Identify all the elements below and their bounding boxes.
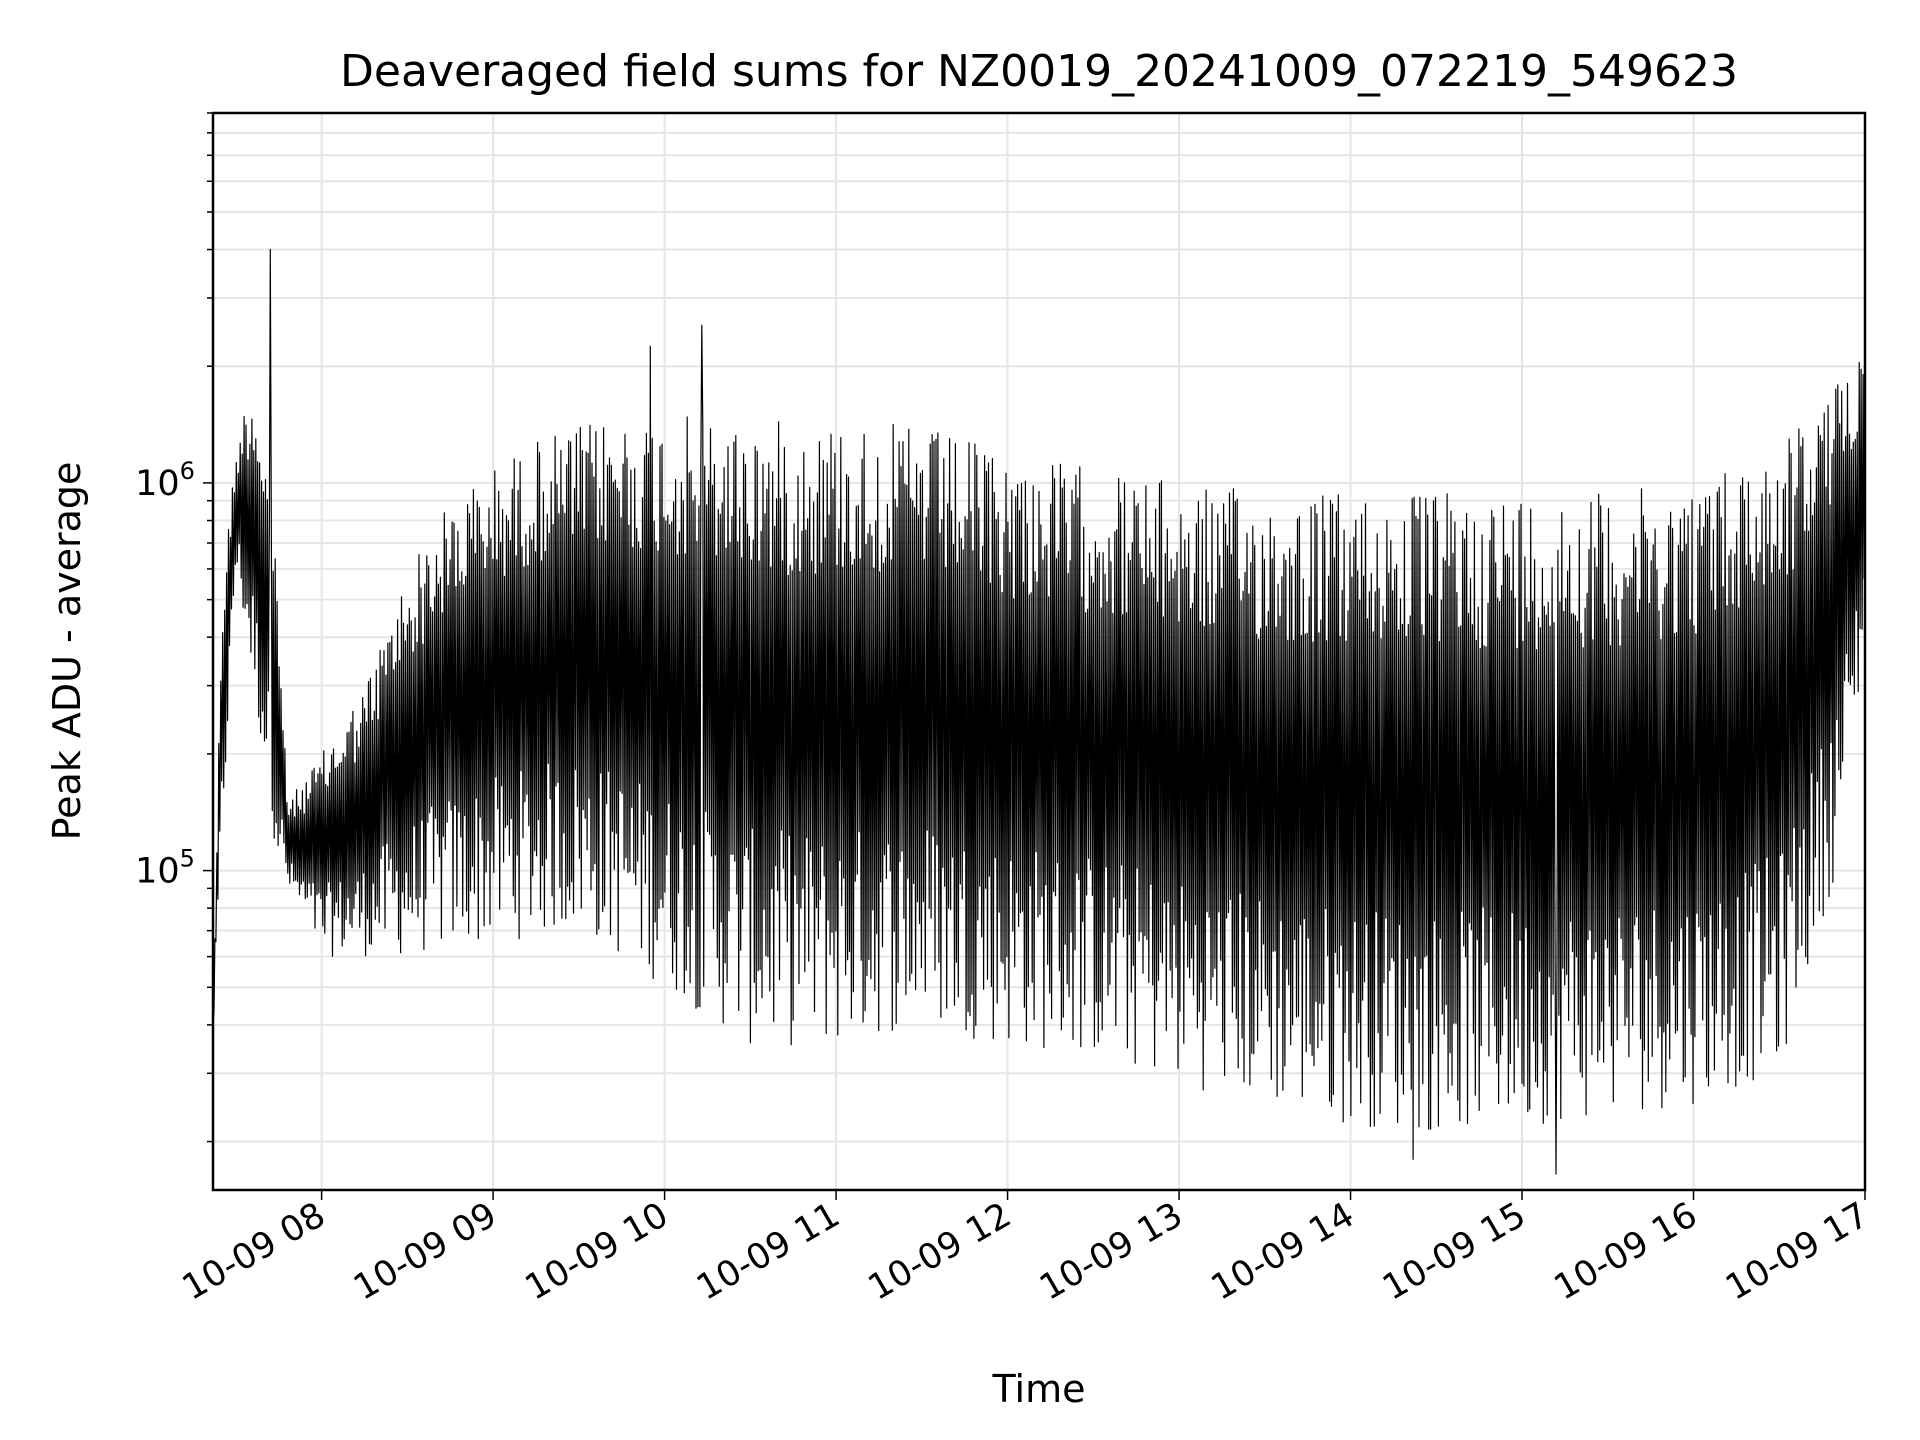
x-axis-label: Time xyxy=(992,1367,1086,1411)
y-tick-label: 105 xyxy=(135,845,195,892)
y-tick-exponent: 6 xyxy=(180,457,195,485)
y-tick-base: 10 xyxy=(135,464,180,504)
y-tick-label: 106 xyxy=(135,457,195,504)
chart-title: Deaveraged field sums for NZ0019_2024100… xyxy=(340,46,1738,97)
y-tick-exponent: 5 xyxy=(180,845,195,873)
plot-frame xyxy=(211,111,1867,1192)
y-tick-base: 10 xyxy=(135,852,180,892)
data-series xyxy=(212,248,1866,1175)
y-axis-label: Peak ADU - average xyxy=(45,462,89,841)
data-line xyxy=(212,248,1866,1175)
